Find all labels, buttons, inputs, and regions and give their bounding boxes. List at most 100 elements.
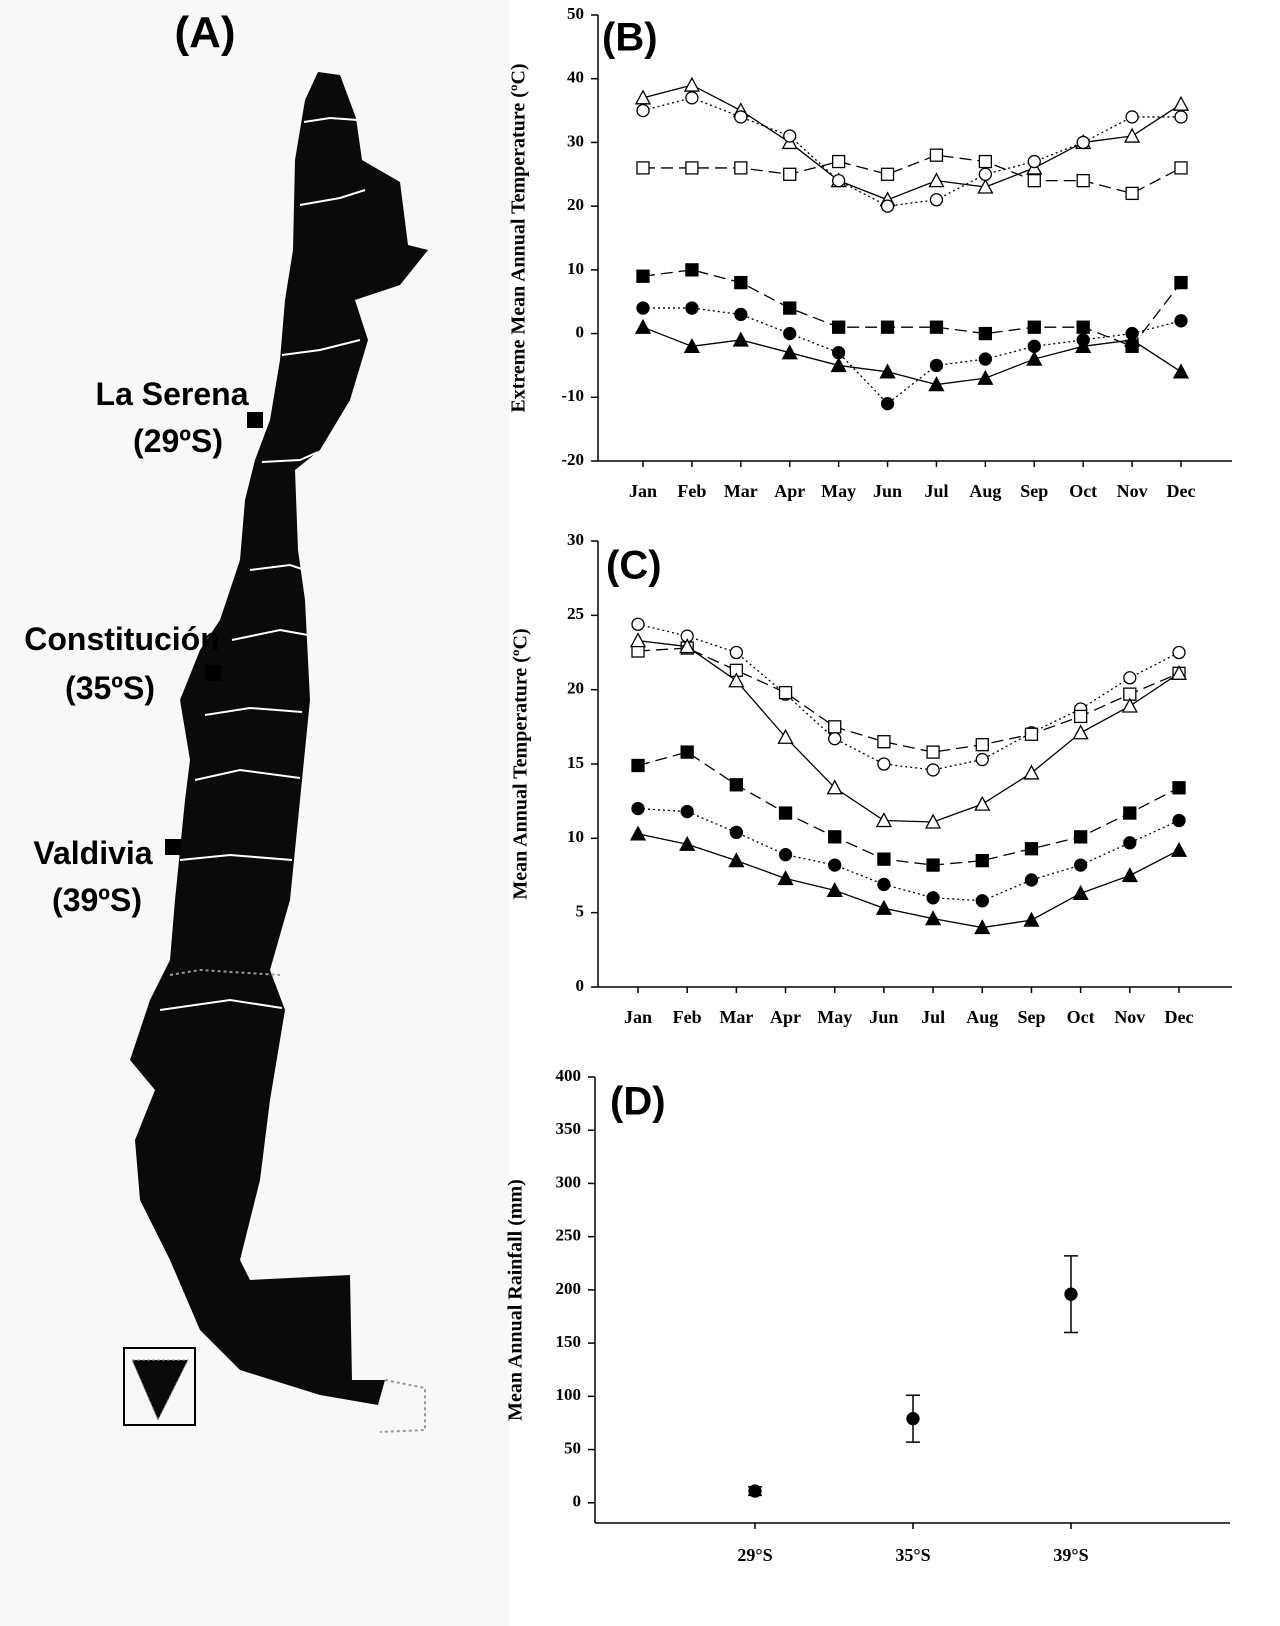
y-tick-label: 250 (556, 1226, 582, 1245)
marker (1073, 830, 1088, 844)
x-tick-label: Oct (1069, 481, 1097, 501)
marker (778, 848, 793, 862)
marker (926, 891, 940, 905)
marker (634, 89, 652, 105)
marker (629, 825, 647, 841)
y-tick-label: 0 (573, 1492, 582, 1511)
marker (828, 830, 842, 844)
y-tick-label: 150 (556, 1332, 582, 1351)
x-tick-label: May (821, 481, 856, 501)
y-tick-label: -10 (561, 386, 584, 405)
place-name: La Serena (96, 376, 249, 412)
marker (1064, 1287, 1078, 1301)
marker (831, 174, 846, 188)
marker (926, 745, 940, 759)
marker (728, 672, 745, 688)
x-tick-label: Sep (1017, 1007, 1045, 1027)
marker (1125, 110, 1139, 124)
marker (729, 778, 744, 792)
marker (929, 193, 944, 207)
marker (1121, 867, 1138, 883)
marker (1024, 842, 1039, 856)
series-line (643, 154, 1182, 195)
y-tick-label: 5 (576, 902, 585, 921)
chile-map (130, 72, 428, 1405)
x-tick-label: Jun (869, 1007, 898, 1027)
marker (685, 91, 699, 105)
marker (928, 172, 945, 188)
marker (1174, 161, 1188, 175)
site-marker (165, 839, 181, 855)
marker (880, 199, 895, 213)
y-tick-label: 100 (556, 1385, 582, 1404)
marker (1174, 314, 1188, 328)
x-tick-label: May (817, 1007, 852, 1027)
marker (783, 326, 797, 341)
marker (778, 806, 793, 820)
x-tick-label: 39°S (1053, 1545, 1088, 1565)
marker (925, 813, 942, 829)
series-line (637, 751, 1180, 866)
marker (877, 735, 891, 749)
territory-border (379, 1379, 426, 1433)
marker (631, 758, 645, 773)
marker (1076, 174, 1090, 188)
y-tick-label: 10 (567, 827, 584, 846)
chart-panel: (B) Extreme Mean Annual Temperature (ºC) -… (508, 4, 1232, 501)
marker (831, 320, 846, 334)
map-panel: (A) La Serena (29ºS) Constitución (35ºS)… (24, 8, 428, 1433)
marker (831, 346, 846, 360)
marker (1125, 186, 1139, 201)
marker (975, 894, 989, 908)
marker (1172, 645, 1186, 660)
marker (1172, 95, 1190, 111)
marker (1121, 697, 1138, 713)
marker (636, 103, 650, 118)
y-tick-label: 10 (567, 259, 584, 278)
x-tick-label: Apr (774, 481, 805, 501)
marker (1124, 331, 1141, 347)
marker (977, 369, 994, 385)
series-line (637, 647, 1180, 753)
marker (1076, 135, 1090, 150)
x-tick-label: Jun (873, 481, 902, 501)
y-tick-label: -20 (561, 450, 584, 469)
marker (1026, 350, 1043, 366)
marker (783, 167, 797, 181)
marker (877, 877, 891, 892)
y-axis-label: Mean Annual Temperature (ºC) (510, 628, 532, 899)
marker (978, 154, 993, 169)
marker (978, 352, 993, 366)
marker (685, 263, 699, 277)
y-tick-label: 300 (556, 1172, 582, 1191)
marker (879, 363, 896, 379)
series-line (637, 639, 1180, 823)
marker (928, 376, 945, 392)
marker (734, 110, 748, 124)
marker (978, 326, 993, 341)
y-axis-label: Mean Annual Rainfall (mm) (505, 1179, 527, 1421)
territory-border (169, 968, 281, 976)
marker (875, 812, 892, 828)
marker (1123, 671, 1137, 685)
inset-frame (123, 1347, 196, 1426)
marker (631, 617, 645, 631)
marker (828, 858, 842, 872)
region-borders (159, 116, 366, 1011)
marker (906, 1412, 920, 1426)
marker (1027, 339, 1041, 353)
marker (1170, 841, 1188, 857)
marker (1027, 154, 1041, 169)
marker (975, 853, 989, 868)
marker (877, 852, 891, 866)
place-name: Constitución (24, 621, 220, 657)
series-line (642, 97, 1181, 207)
marker (1123, 806, 1137, 820)
marker (734, 307, 748, 322)
marker (1170, 664, 1188, 680)
marker (781, 344, 798, 360)
marker (685, 301, 699, 315)
marker (1024, 727, 1039, 741)
x-tick-label: Jul (924, 481, 948, 501)
